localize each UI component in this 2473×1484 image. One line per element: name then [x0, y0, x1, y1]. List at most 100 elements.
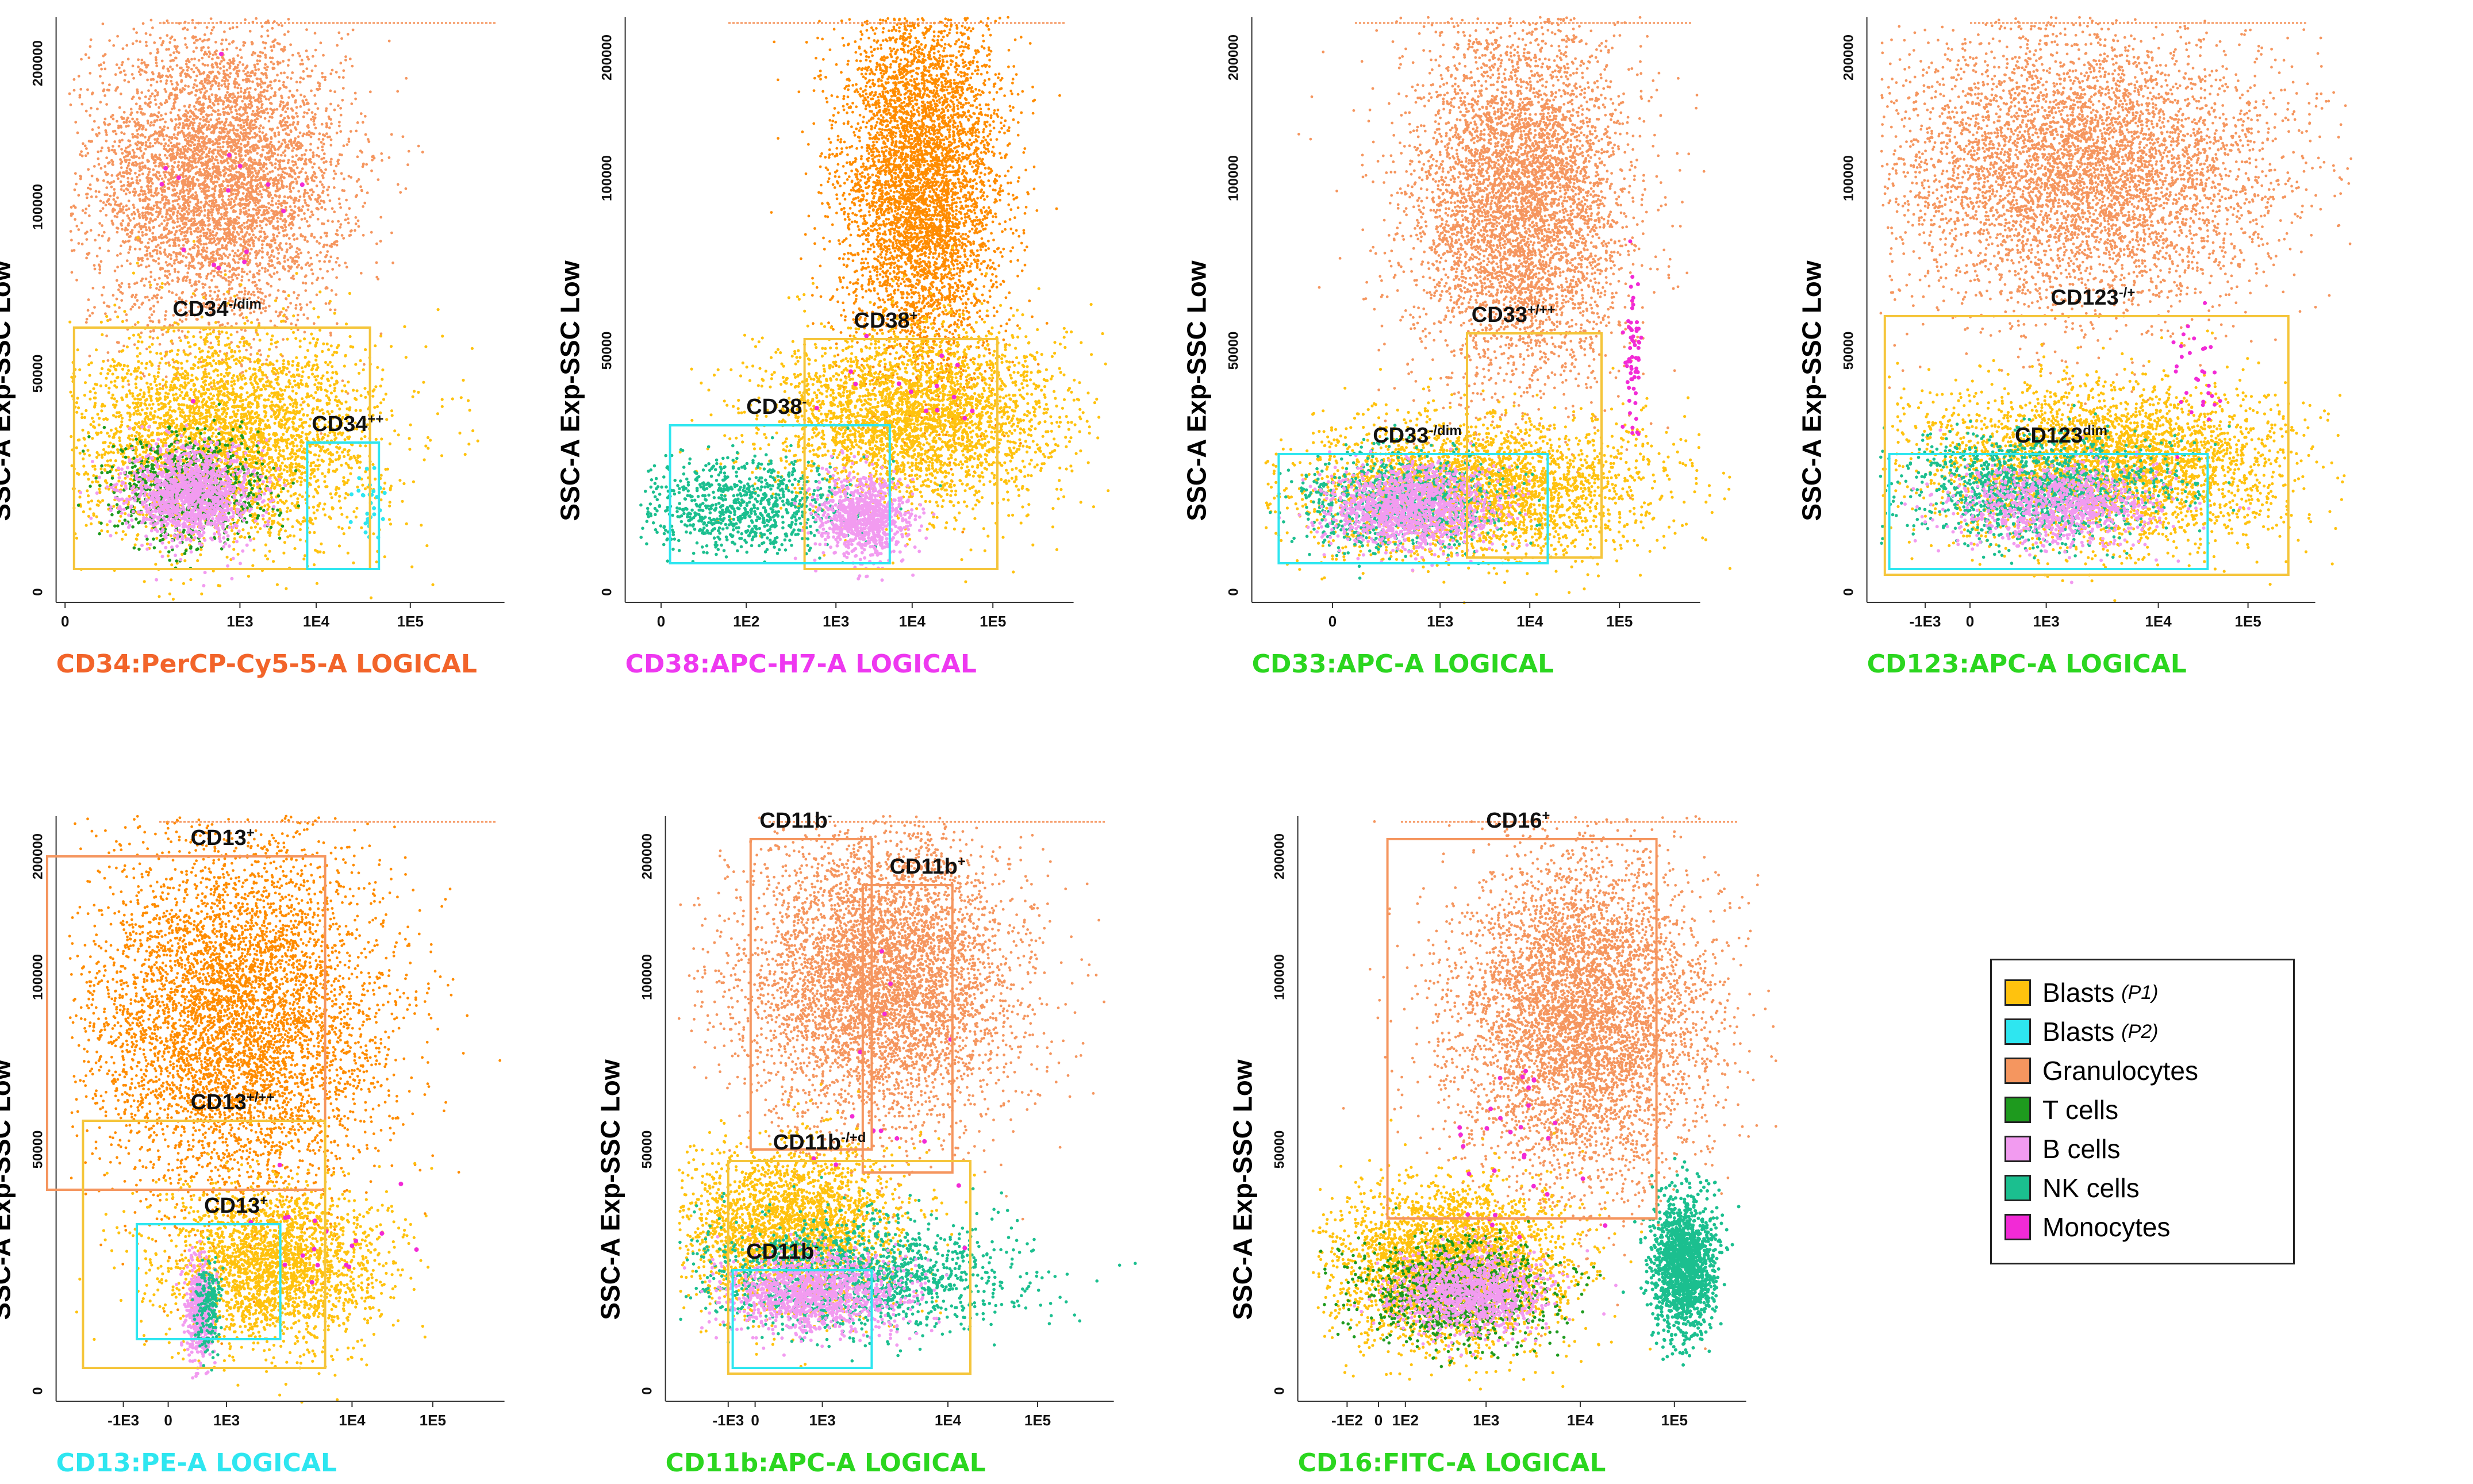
x-tick-label: 0: [657, 613, 665, 630]
population-5: [1457, 1068, 1608, 1240]
gate-label-sup: -/dim: [1428, 423, 1461, 439]
legend-item: Blasts (P1): [2004, 976, 2159, 1009]
x-tick-label: 0: [164, 1412, 172, 1429]
population-0: [1297, 16, 1706, 522]
legend-item: Blasts (P2): [2004, 1016, 2159, 1048]
gate-box: [1883, 315, 2290, 576]
x-tick-label: 1E3: [809, 1412, 835, 1429]
gate-label: CD33+/++: [1472, 302, 1556, 328]
population-1: [1264, 367, 1732, 605]
gate-label: CD38+: [854, 308, 917, 333]
x-tick-label: 1E2: [1392, 1412, 1419, 1429]
x-tick-label: -1E3: [712, 1412, 744, 1429]
population-4: [248, 1163, 419, 1285]
x-tick-label: 1E3: [1473, 1412, 1499, 1429]
y-tick-label: 200000: [30, 40, 46, 86]
legend-swatch: [2004, 1214, 2031, 1240]
y-tick-label: 0: [30, 588, 46, 595]
y-tick-label: 100000: [1226, 155, 1242, 201]
x-tick-label: 0: [61, 613, 69, 630]
gate-label-name: CD123: [2015, 424, 2083, 448]
x-tick-label: 1E3: [2033, 613, 2059, 630]
gate-label-sup: -: [828, 808, 832, 824]
y-tick-label: 50000: [640, 1131, 655, 1169]
gate-label-name: CD13: [204, 1194, 260, 1218]
y-tick-label: 50000: [30, 1131, 46, 1169]
x-axis-label: CD16:FITC-A LOGICAL: [1298, 1448, 1606, 1478]
gate-label-name: CD34: [312, 412, 367, 436]
population-0: [1342, 815, 1777, 1351]
panel-cd13: CD13+CD13+/++CD13+-1E3 0 1E3 1E4 1E505000010…: [0, 814, 505, 1478]
x-tick-label: 1E4: [935, 1412, 962, 1429]
dot-cloud: [75, 1121, 433, 1404]
x-tick-label: 1E2: [733, 613, 759, 630]
gate-box: [46, 855, 327, 1191]
population-4: [814, 333, 975, 421]
legend-label: Granulocytes: [2042, 1056, 2199, 1086]
legend-item: NK cells: [2004, 1172, 2140, 1204]
gate-box: [803, 338, 999, 570]
x-tick-label: 0: [1966, 613, 1974, 630]
population-3: [682, 1232, 949, 1357]
y-tick-label: 0: [1272, 1387, 1288, 1394]
x-axis-label: CD123:APC-A LOGICAL: [1867, 649, 2187, 679]
x-tick-label: 1E4: [1516, 613, 1543, 630]
gate-label-name: CD38: [854, 309, 909, 333]
gate-label: CD34-/dim: [172, 297, 261, 322]
legend-sublabel: (P2): [2121, 1020, 2159, 1043]
x-tick-label: 1E4: [303, 613, 330, 630]
panel-cd34: CD34-/dimCD34++-1E301E31E41E505000010000…: [0, 17, 505, 679]
y-tick-label: 100000: [640, 954, 655, 1000]
panel-cd16: CD16+ -1E2 0 1E2 1E3 1E4 1E5 0 50000 100000 200000…: [1228, 808, 1777, 1478]
dot-cloud: [68, 814, 502, 1345]
gate-label-sup: +: [910, 308, 918, 324]
gate-label-sup: -/+: [2119, 285, 2136, 301]
gate-label-sup: +: [260, 1193, 268, 1209]
dot-cloud: [68, 17, 424, 493]
y-tick-label: 200000: [600, 34, 615, 80]
gate-label-name: CD38: [746, 395, 802, 419]
dot-cloud: [1342, 815, 1777, 1351]
x-tick-label: 1E4: [339, 1412, 366, 1429]
legend-swatch: [2004, 979, 2031, 1006]
y-axis-label: SSC-A Exp-SSC Low: [1797, 260, 1827, 521]
gate-label: CD11b-/+d: [773, 1130, 866, 1155]
x-tick-label: 1E4: [2145, 613, 2172, 630]
population-5: [159, 51, 305, 403]
population-0: [68, 814, 502, 1345]
gate-label-name: CD123: [2050, 286, 2118, 310]
legend-item: Granulocytes: [2004, 1055, 2198, 1087]
dot-cloud: [814, 333, 975, 421]
x-tick-label: 1E5: [2234, 613, 2261, 630]
population-3: [1353, 1226, 1618, 1359]
legend-label: NK cells: [2042, 1173, 2140, 1203]
gate-label-name: CD11b: [890, 855, 958, 879]
y-tick-label: 100000: [30, 184, 46, 230]
x-tick-label: -1E3: [1910, 613, 1941, 630]
gate-label: CD123-/+: [2050, 285, 2135, 310]
y-tick-label: 200000: [1272, 833, 1288, 879]
population-0: [68, 17, 424, 493]
population-1: [68, 236, 479, 601]
x-axis-label: CD33:APC-A LOGICAL: [1252, 649, 1554, 679]
dot-cloud: [1264, 367, 1732, 605]
x-tick-label: 1E5: [1661, 1412, 1688, 1429]
gate-label: CD13+: [191, 825, 255, 851]
x-tick-label: 1E5: [1024, 1412, 1051, 1429]
gate-label-name: CD16: [1486, 809, 1542, 833]
gate-label: CD123dim: [2015, 423, 2107, 448]
dot-cloud: [793, 449, 936, 582]
y-tick-label: 50000: [1272, 1131, 1288, 1169]
x-tick-label: 1E3: [226, 613, 253, 630]
x-tick-label: 1E3: [1427, 613, 1453, 630]
y-axis-label: SSC-A Exp-SSC Low: [0, 1059, 16, 1320]
dot-cloud: [1879, 16, 2353, 406]
gate-label-sup: +: [958, 854, 966, 870]
y-axis-label: SSC-A Exp-SSC Low: [1182, 260, 1212, 521]
population-3: [1277, 441, 1531, 572]
gate-label-sup: +: [247, 825, 255, 841]
y-tick-label: 200000: [1841, 34, 1857, 80]
legend-label: T cells: [2042, 1095, 2119, 1125]
gate-label-sup: -: [814, 1239, 819, 1255]
